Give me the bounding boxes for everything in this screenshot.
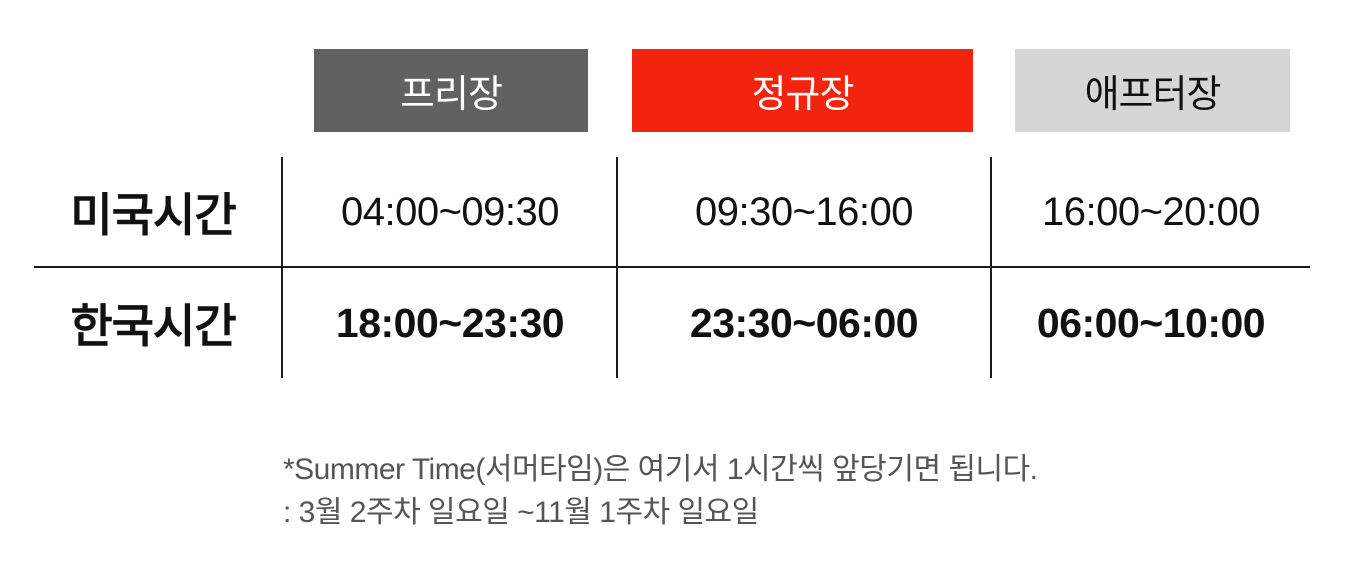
- row-label-us-time: 미국시간: [70, 188, 236, 242]
- header-premarket: 프리장: [314, 49, 588, 132]
- kr-aftermarket-time: 06:00~10:00: [1036, 299, 1266, 346]
- us-aftermarket-time: 16:00~20:00: [1041, 189, 1261, 234]
- header-aftermarket: 애프터장: [1015, 49, 1290, 132]
- summer-time-period-note: : 3월 2주차 일요일 ~11월 1주차 일요일: [283, 496, 759, 529]
- us-regular-time: 09:30~16:00: [694, 189, 914, 234]
- us-premarket-time: 04:00~09:30: [340, 189, 560, 234]
- kr-premarket-time: 18:00~23:30: [335, 299, 565, 346]
- row-label-korea-time: 한국시간: [70, 299, 236, 353]
- header-regular-market: 정규장: [632, 49, 973, 132]
- kr-regular-time: 23:30~06:00: [689, 299, 919, 346]
- summer-time-note: *Summer Time(서머타임)은 여기서 1시간씩 앞당기면 됩니다.: [283, 453, 1038, 486]
- row-divider: [34, 266, 1310, 268]
